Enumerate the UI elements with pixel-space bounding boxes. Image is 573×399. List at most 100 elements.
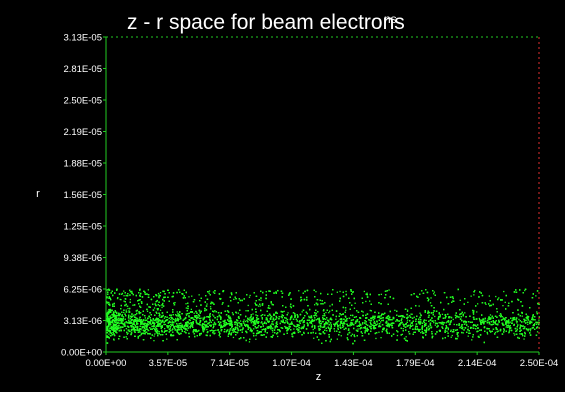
scatter-point [388, 317, 390, 319]
scatter-point [424, 325, 426, 327]
scatter-point [467, 301, 469, 303]
scatter-point [345, 309, 347, 311]
scatter-point [238, 322, 240, 324]
scatter-point [112, 311, 114, 313]
scatter-point [337, 320, 340, 322]
scatter-point [464, 312, 466, 314]
scatter-point [224, 325, 226, 327]
scatter-point [155, 301, 157, 303]
scatter-point [353, 307, 356, 309]
scatter-point [335, 318, 337, 320]
scatter-point [411, 313, 413, 315]
scatter-point [176, 327, 178, 329]
scatter-point [403, 324, 406, 326]
scatter-point [171, 323, 173, 325]
scatter-point [329, 310, 331, 312]
scatter-point [457, 336, 459, 338]
scatter-point [508, 332, 510, 334]
scatter-point [127, 317, 130, 319]
scatter-point [383, 327, 385, 329]
scatter-points [106, 288, 540, 345]
scatter-point [434, 315, 436, 318]
scatter-point [154, 333, 156, 335]
scatter-point [164, 328, 166, 330]
scatter-point [506, 321, 508, 323]
scatter-point [116, 321, 118, 323]
scatter-point [515, 318, 517, 320]
scatter-point [354, 302, 356, 304]
scatter-point [478, 317, 480, 320]
scatter-point [146, 331, 148, 333]
scatter-point [191, 295, 193, 297]
scatter-point [485, 303, 487, 305]
scatter-point [515, 320, 517, 322]
scatter-point [502, 305, 504, 307]
scatter-point [247, 304, 249, 307]
scatter-point [469, 327, 472, 329]
scatter-point [135, 329, 137, 331]
scatter-point [429, 302, 432, 304]
scatter-point [170, 318, 172, 321]
scatter-point [108, 308, 110, 311]
scatter-point [365, 300, 367, 303]
scatter-point [506, 325, 508, 327]
scatter-point [249, 319, 251, 321]
scatter-point [339, 322, 342, 324]
scatter-point [139, 328, 141, 330]
scatter-point [345, 316, 347, 318]
scatter-point [420, 332, 422, 334]
scatter-point [329, 305, 331, 307]
scatter-point [513, 316, 516, 319]
scatter-point [351, 333, 353, 335]
scatter-point [155, 332, 157, 334]
scatter-point [497, 323, 499, 325]
scatter-point [358, 323, 361, 325]
scatter-point [433, 291, 435, 293]
scatter-point [519, 333, 521, 335]
scatter-point [413, 316, 415, 318]
scatter-point [111, 319, 113, 322]
scatter-point [386, 331, 388, 333]
scatter-point [213, 315, 215, 317]
scatter-point [355, 329, 357, 331]
scatter-point [328, 312, 330, 314]
scatter-point [313, 337, 315, 339]
scatter-point [115, 328, 117, 330]
scatter-point [459, 299, 461, 301]
scatter-point [402, 328, 404, 330]
scatter-point [475, 318, 477, 320]
scatter-point [125, 336, 127, 338]
scatter-point [159, 316, 161, 318]
scatter-point [501, 316, 504, 318]
scatter-point [127, 307, 129, 310]
scatter-point [119, 327, 121, 329]
scatter-point [228, 332, 230, 335]
scatter-point [277, 289, 279, 292]
scatter-point [237, 312, 239, 314]
scatter-point [410, 313, 412, 315]
scatter-point [248, 296, 251, 298]
scatter-point [342, 325, 345, 327]
scatter-point [361, 332, 363, 334]
scatter-point [447, 328, 449, 331]
scatter-point [529, 330, 532, 332]
scatter-point [406, 319, 409, 321]
scatter-point [433, 293, 435, 295]
scatter-point [188, 316, 190, 318]
scatter-point [365, 328, 367, 330]
scatter-point [243, 322, 245, 324]
scatter-point [215, 329, 217, 331]
scatter-point [538, 319, 540, 321]
scatter-point [200, 324, 202, 326]
scatter-point [185, 314, 188, 316]
scatter-point [163, 317, 166, 319]
scatter-point [350, 314, 352, 316]
scatter-point [125, 328, 127, 330]
scatter-point [219, 322, 221, 325]
scatter-point [406, 310, 409, 312]
scatter-point [157, 333, 159, 335]
scatter-point [369, 321, 371, 323]
scatter-point [467, 326, 469, 328]
scatter-point [311, 324, 314, 326]
scatter-point [527, 330, 529, 332]
